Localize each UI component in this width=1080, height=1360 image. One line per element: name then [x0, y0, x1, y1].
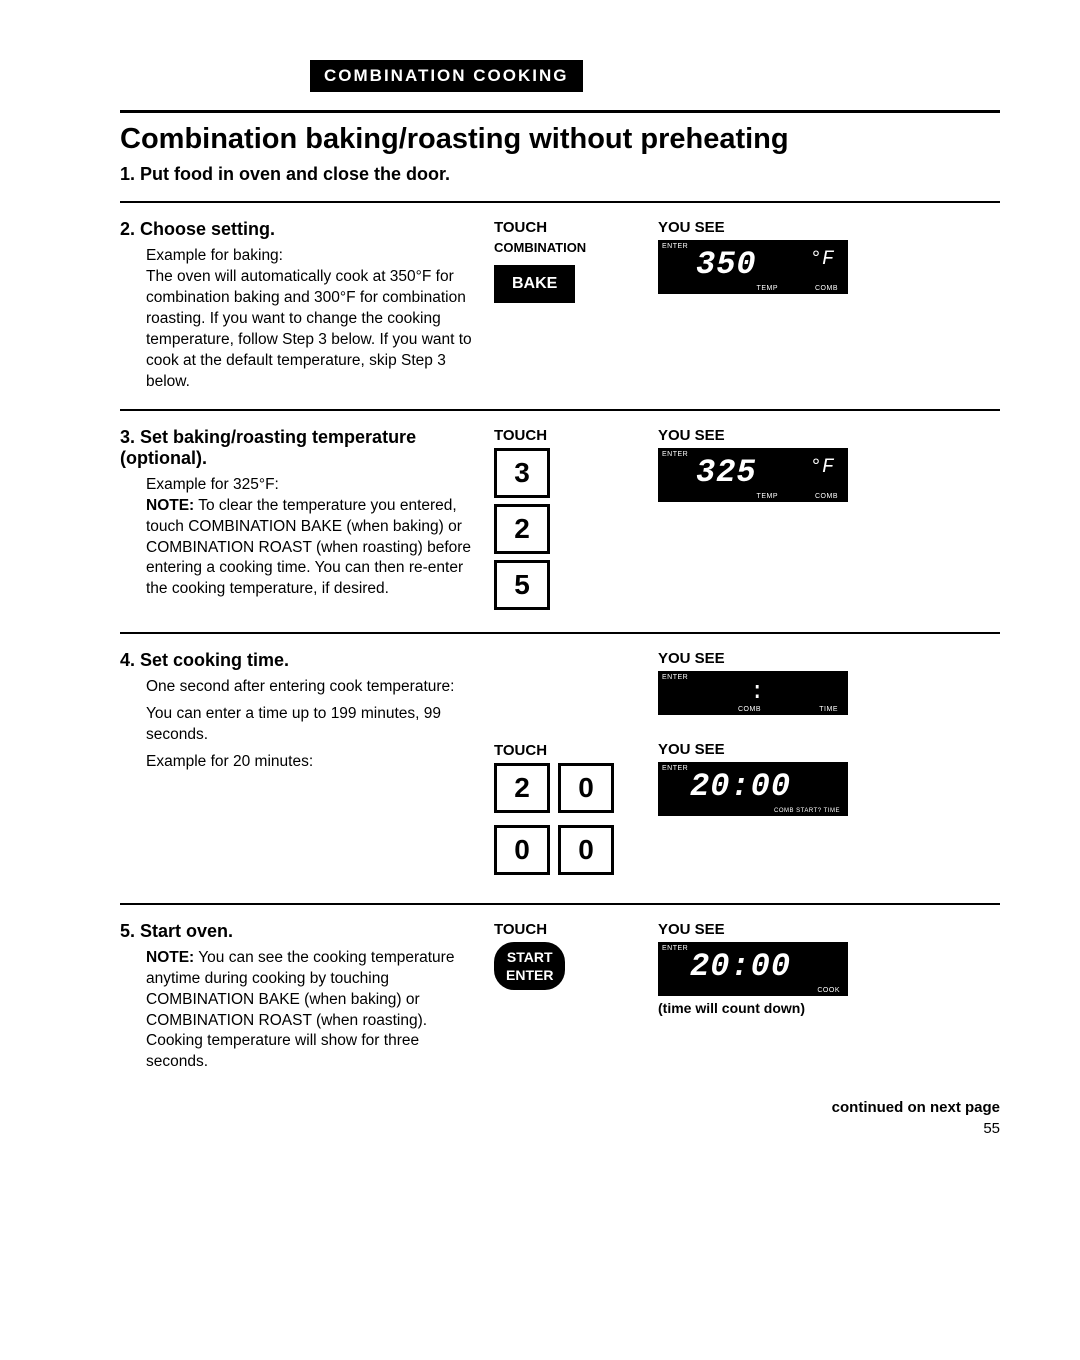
touch-label: TOUCH: [494, 742, 644, 759]
keypad-5[interactable]: 5: [494, 560, 550, 610]
disp-value: 20:00: [690, 948, 791, 985]
step2-heading: 2. Choose setting.: [120, 219, 480, 240]
step4-heading: 4. Set cooking time.: [120, 650, 480, 671]
enter-label: ENTER: [506, 967, 553, 983]
yousee-label: YOU SEE: [658, 219, 878, 236]
step3-example: Example for 325°F:: [146, 475, 480, 496]
disp-time: TIME: [819, 706, 838, 713]
display-caption: (time will count down): [658, 1000, 878, 1016]
section-header: COMBINATION COOKING: [310, 60, 583, 92]
display-panel: ENTER 325 °F TEMP COMB: [658, 448, 848, 502]
yousee-label: YOU SEE: [658, 741, 878, 758]
touch-sub: COMBINATION: [494, 240, 644, 255]
disp-cook: COOK: [817, 987, 840, 994]
step5-row: 5. Start oven. NOTE: You can see the coo…: [120, 921, 1000, 1074]
touch-label: TOUCH: [494, 921, 644, 938]
yousee-label: YOU SEE: [658, 427, 878, 444]
disp-comb: COMB: [815, 285, 838, 292]
step2-row: 2. Choose setting. Example for baking: T…: [120, 219, 1000, 392]
disp-enter: ENTER: [662, 945, 688, 952]
divider: [120, 110, 1000, 113]
bake-button[interactable]: BAKE: [494, 265, 575, 303]
continued-text: continued on next page: [120, 1099, 1000, 1116]
yousee-label: YOU SEE: [658, 650, 878, 667]
step3-heading: 3. Set baking/roasting temperature (opti…: [120, 427, 480, 469]
step1-heading: 1. Put food in oven and close the door.: [120, 164, 1000, 185]
divider: [120, 903, 1000, 905]
divider: [120, 632, 1000, 634]
disp-value: 325: [696, 454, 757, 491]
step4-body3: Example for 20 minutes:: [146, 752, 480, 773]
step4-body1: One second after entering cook temperatu…: [146, 677, 480, 698]
disp-unit: °F: [810, 248, 834, 271]
step5-heading: 5. Start oven.: [120, 921, 480, 942]
touch-label: TOUCH: [494, 219, 644, 236]
disp-enter: ENTER: [662, 765, 688, 772]
keypad-2[interactable]: 2: [494, 763, 550, 813]
step5-body: NOTE: You can see the cooking temperatur…: [146, 948, 480, 1074]
step3-row: 3. Set baking/roasting temperature (opti…: [120, 427, 1000, 616]
keypad-0[interactable]: 0: [494, 825, 550, 875]
display-panel-blank: ENTER : COMB TIME: [658, 671, 848, 715]
divider: [120, 201, 1000, 203]
disp-enter: ENTER: [662, 674, 688, 681]
page-number: 55: [120, 1120, 1000, 1137]
disp-value: 350: [696, 246, 757, 283]
step2-body: The oven will automatically cook at 350°…: [146, 267, 480, 393]
disp-temp: TEMP: [757, 493, 778, 500]
keypad-2[interactable]: 2: [494, 504, 550, 554]
step3-body: NOTE: To clear the temperature you enter…: [146, 496, 480, 601]
start-label: START: [507, 949, 553, 965]
display-panel: ENTER 20:00 COOK: [658, 942, 848, 996]
step2-example: Example for baking:: [146, 246, 480, 267]
divider: [120, 409, 1000, 411]
start-enter-button[interactable]: START ENTER: [494, 942, 565, 990]
step4-row: 4. Set cooking time. One second after en…: [120, 650, 1000, 887]
keypad-3[interactable]: 3: [494, 448, 550, 498]
disp-comb: COMB: [815, 493, 838, 500]
disp-comb: COMB: [738, 706, 761, 713]
page-title: Combination baking/roasting without preh…: [120, 123, 1000, 156]
disp-enter: ENTER: [662, 243, 688, 250]
disp-bottom: COMB START? TIME: [774, 808, 840, 814]
disp-enter: ENTER: [662, 451, 688, 458]
disp-colon: :: [750, 679, 764, 706]
yousee-label: YOU SEE: [658, 921, 878, 938]
disp-unit: °F: [810, 456, 834, 479]
step4-body2: You can enter a time up to 199 minutes, …: [146, 704, 480, 746]
touch-label: TOUCH: [494, 427, 644, 444]
display-panel: ENTER 350 °F TEMP COMB: [658, 240, 848, 294]
disp-value: 20:00: [690, 768, 791, 805]
keypad-0[interactable]: 0: [558, 763, 614, 813]
display-panel: ENTER 20:00 COMB START? TIME: [658, 762, 848, 816]
disp-temp: TEMP: [757, 285, 778, 292]
keypad-0[interactable]: 0: [558, 825, 614, 875]
